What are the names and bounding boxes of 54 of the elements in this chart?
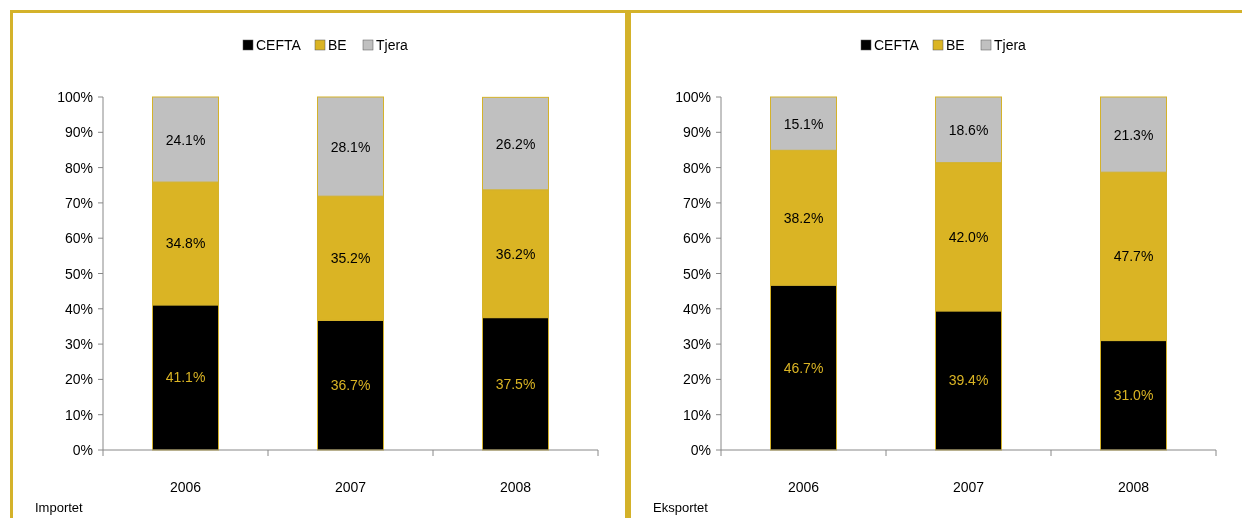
y-tick-label: 50% — [64, 265, 93, 282]
data-label: 36.2% — [495, 245, 536, 262]
text: Importet — [35, 500, 84, 515]
x-tick-label: 2007 — [952, 479, 985, 495]
data-label: 35.2% — [330, 250, 371, 267]
data-label: 15.1% — [783, 115, 824, 132]
data-label: 24.1% — [165, 131, 206, 148]
y-tick-label: 30% — [682, 336, 711, 353]
legend-label: Tjera — [994, 37, 1027, 53]
x-tick-label: 2006 — [169, 479, 202, 495]
y-tick-label: 80% — [682, 159, 711, 176]
y-tick-label: 40% — [64, 300, 93, 317]
data-label: 28.1% — [330, 138, 371, 155]
x-tick-label: 2007 — [334, 479, 367, 495]
y-tick-label: 50% — [682, 265, 711, 282]
y-tick-label: 20% — [682, 371, 711, 388]
legend-label: CEFTA — [256, 37, 302, 53]
legend-label: BE — [946, 37, 965, 53]
data-label: 39.4% — [948, 372, 989, 389]
y-tick-label: 80% — [64, 159, 93, 176]
y-tick-label: 60% — [64, 230, 93, 247]
y-tick-label: 90% — [682, 124, 711, 141]
data-label: 47.7% — [1113, 248, 1154, 265]
y-tick-label: 0% — [690, 442, 711, 458]
data-label: 18.6% — [948, 121, 989, 138]
y-tick-label: 100% — [675, 89, 711, 105]
data-label: 34.8% — [165, 235, 206, 252]
data-label: 37.5% — [495, 375, 536, 392]
y-tick-label: 40% — [682, 300, 711, 317]
data-label: 41.1% — [165, 369, 206, 386]
x-tick-label: 2006 — [787, 479, 820, 495]
legend-label: BE — [328, 37, 347, 53]
data-label: 36.7% — [330, 377, 371, 394]
y-tick-label: 10% — [682, 406, 711, 423]
y-tick-label: 100% — [57, 89, 93, 105]
y-tick-label: 10% — [64, 406, 93, 423]
x-tick-label: 2008 — [499, 479, 532, 495]
legend-label: CEFTA — [874, 37, 920, 53]
text: Eksportet — [653, 500, 709, 515]
data-label: 42.0% — [948, 228, 989, 245]
data-label: 21.3% — [1113, 126, 1154, 143]
data-label: 26.2% — [495, 135, 536, 152]
x-tick-label: 2008 — [1117, 479, 1150, 495]
y-tick-label: 70% — [64, 194, 93, 211]
y-tick-label: 20% — [64, 371, 93, 388]
y-tick-label: 0% — [72, 442, 93, 458]
data-label: 46.7% — [783, 359, 824, 376]
data-label: 31.0% — [1113, 387, 1154, 404]
data-label: 38.2% — [783, 209, 824, 226]
legend-label: Tjera — [376, 37, 409, 53]
y-tick-label: 90% — [64, 124, 93, 141]
y-tick-label: 70% — [682, 194, 711, 211]
y-tick-label: 60% — [682, 230, 711, 247]
y-tick-label: 30% — [64, 336, 93, 353]
